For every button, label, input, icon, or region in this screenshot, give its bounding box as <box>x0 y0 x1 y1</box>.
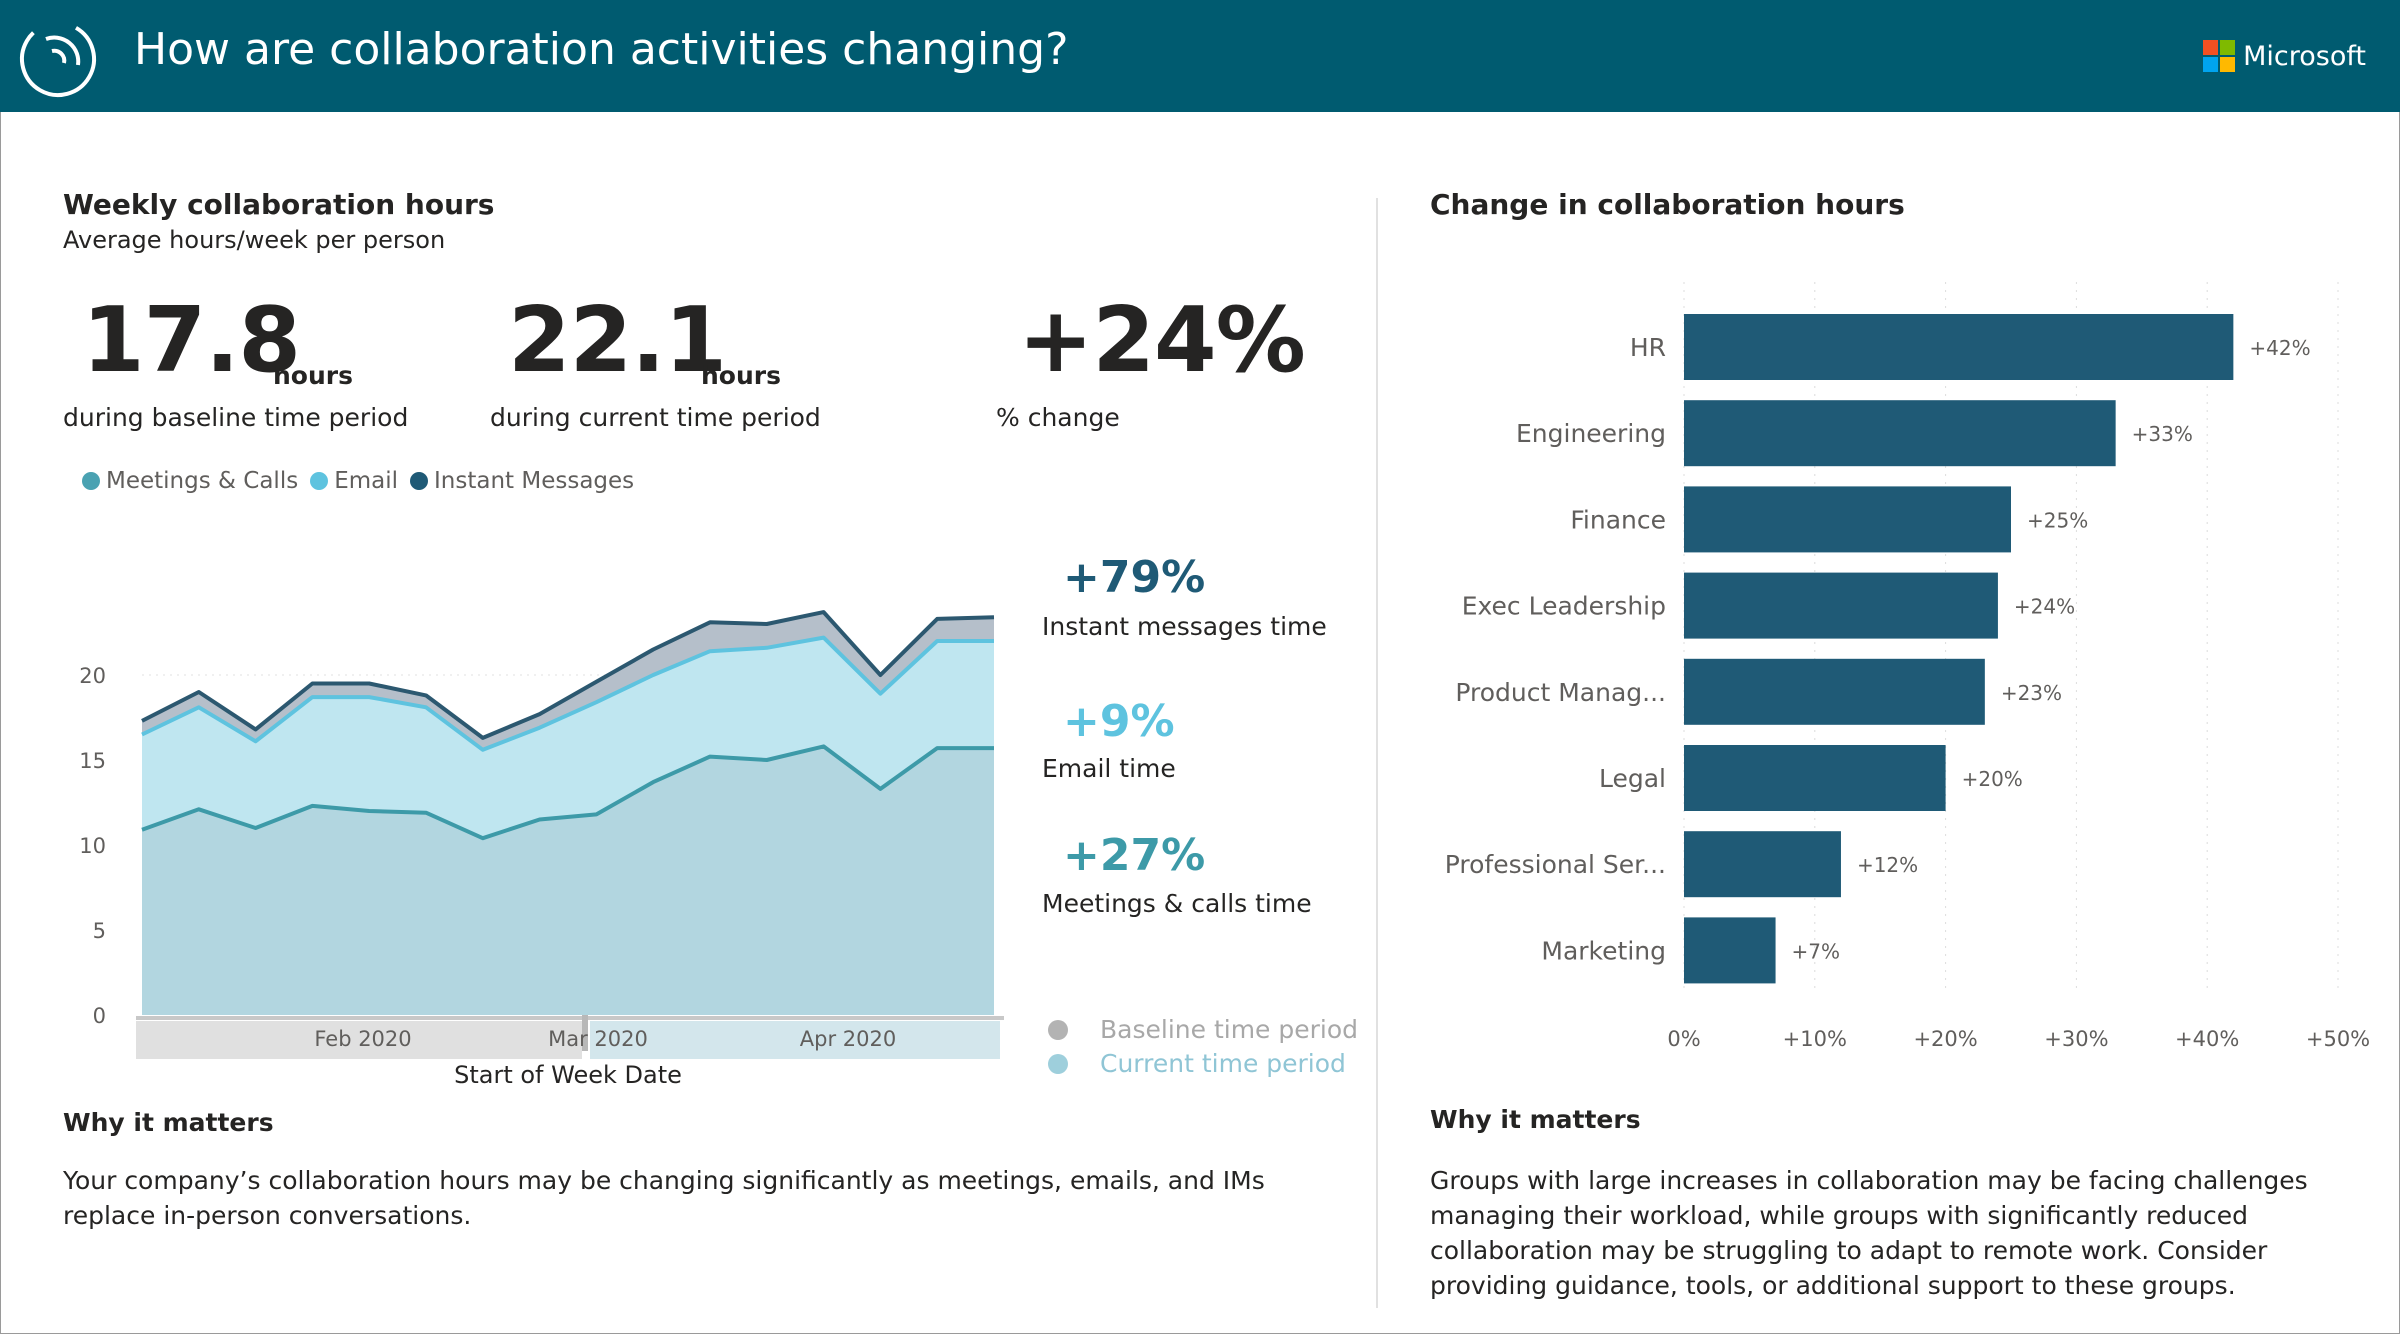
area-series-meetings[interactable] <box>142 746 994 1015</box>
current-hours-unit: hours <box>701 361 781 390</box>
line-series-im <box>141 610 995 740</box>
area-y-tick-label: 0 <box>93 1004 106 1028</box>
legend-item-im[interactable]: Instant Messages <box>406 468 634 494</box>
bar-x-tick-label: +30% <box>2044 1027 2108 1051</box>
bar-data-label: +23% <box>2001 681 2062 705</box>
microsoft-wordmark: Microsoft <box>2243 40 2366 72</box>
weekly-hours-subtitle: Average hours/week per person <box>63 226 446 254</box>
bar-x-tick-label: +50% <box>2306 1027 2370 1051</box>
bar-marketing[interactable] <box>1684 917 1776 984</box>
bar-hr[interactable] <box>1684 314 2234 380</box>
bar-x-tick-label: +40% <box>2175 1027 2239 1051</box>
baseline-period-dot-icon <box>1048 1019 1068 1040</box>
bar-data-label: +24% <box>2014 595 2075 619</box>
bar-category-label: Professional Ser... <box>1445 850 1666 879</box>
section-divider <box>1376 198 1378 1308</box>
current-hours-caption: during current time period <box>490 403 821 432</box>
change-hours-title: Change in collaboration hours <box>1430 188 1905 221</box>
baseline-period-legend: Baseline time period <box>1048 1015 1358 1044</box>
bar-data-label: +7% <box>1792 939 1841 963</box>
current-period-dot-icon <box>1048 1053 1068 1074</box>
area-x-tick-label: Apr 2020 <box>800 1027 896 1051</box>
bar-category-label: Marketing <box>1541 936 1666 965</box>
weekly-hours-area-chart[interactable]: 0 5 10 15 20 Feb 2020 Mar 2020 Apr 2020 Start of… <box>0 500 1040 1100</box>
percent-change-value: +24% <box>1018 288 1306 393</box>
legend-item-email[interactable]: Email <box>306 468 398 494</box>
baseline-hours-value: 17.8 <box>82 288 301 393</box>
change-hours-bar-chart[interactable]: 0% +10% +20% +30% +40% +50% HR +42% Engineering +… <box>1400 270 2390 1060</box>
bar-category-label: Exec Leadership <box>1462 592 1666 621</box>
bar-data-label: +25% <box>2027 508 2088 532</box>
bar-x-tick-label: 0% <box>1667 1027 1700 1051</box>
baseline-period-label: Baseline time period <box>1100 1015 1359 1044</box>
bar-category-label: Engineering <box>1516 419 1666 448</box>
legend-dot-im-icon <box>410 472 428 490</box>
bar-category-label: HR <box>1630 333 1666 362</box>
bar-data-label: +42% <box>2249 336 2310 360</box>
baseline-hours-caption: during baseline time period <box>63 403 409 432</box>
bar-category-label: Product Manag... <box>1455 678 1666 707</box>
legend-dot-email-icon <box>310 472 329 490</box>
im-change-value: +79% <box>1063 552 1206 603</box>
app-logo-icon <box>20 21 96 97</box>
area-x-axis-title: Start of Week Date <box>454 1061 682 1089</box>
weekly-hours-title: Weekly collaboration hours <box>63 188 495 221</box>
bar-data-label: +20% <box>1962 767 2023 791</box>
meetings-change-value: +27% <box>1063 830 1206 881</box>
area-y-tick-label: 15 <box>79 749 106 773</box>
bar-engineering[interactable] <box>1684 400 2116 467</box>
legend-label-im: Instant Messages <box>434 468 635 494</box>
area-y-tick-label: 5 <box>93 919 106 943</box>
legend-label-email: Email <box>334 468 398 494</box>
line-series-email <box>141 635 994 752</box>
current-period-band[interactable] <box>590 1021 1000 1059</box>
line-series-meetings <box>141 744 994 841</box>
area-y-tick-label: 20 <box>79 664 106 688</box>
bar-data-label: +33% <box>2132 422 2193 446</box>
microsoft-squares-icon <box>2203 40 2236 72</box>
legend-label-meetings: Meetings & Calls <box>106 468 299 494</box>
microsoft-logo: Microsoft <box>2203 36 2366 76</box>
im-change-label: Instant messages time <box>1042 612 1327 641</box>
right-why-text: Groups with large increases in collabora… <box>1430 1166 2308 1300</box>
left-why-title: Why it matters <box>63 1108 274 1137</box>
bar-exec-leadership[interactable] <box>1684 572 1998 639</box>
bar-data-label: +12% <box>1857 853 1918 877</box>
area-x-tick-label: Feb 2020 <box>314 1027 411 1051</box>
baseline-period-band[interactable] <box>136 1021 582 1059</box>
header-bar: How are collaboration activities changin… <box>0 0 2400 112</box>
area-y-tick-label: 10 <box>79 834 106 858</box>
area-chart-legend: Meetings & Calls Email Instant Messages <box>78 468 642 494</box>
right-why-title: Why it matters <box>1430 1105 1641 1134</box>
current-period-legend: Current time period <box>1048 1049 1346 1078</box>
bar-x-tick-label: +10% <box>1783 1027 1847 1051</box>
email-change-value: +9% <box>1063 696 1175 747</box>
meetings-change-label: Meetings & calls time <box>1042 889 1312 918</box>
current-hours-value: 22.1 <box>508 288 727 393</box>
bar-legal[interactable] <box>1684 745 1946 811</box>
bar-x-tick-label: +20% <box>1913 1027 1977 1051</box>
bar-category-label: Legal <box>1599 764 1666 793</box>
bar-product-manag[interactable] <box>1684 658 1985 725</box>
percent-change-caption: % change <box>996 403 1120 432</box>
page-title: How are collaboration activities changin… <box>134 24 1069 75</box>
current-period-label: Current time period <box>1100 1049 1346 1078</box>
legend-dot-meetings-icon <box>82 472 100 490</box>
bar-professional-ser[interactable] <box>1684 831 1841 898</box>
bar-category-label: Finance <box>1570 505 1666 534</box>
period-slider-handle[interactable] <box>582 1015 588 1051</box>
area-x-tick-label: Mar 2020 <box>548 1027 648 1051</box>
area-series-email[interactable] <box>142 637 994 839</box>
left-why-text: Your company’s collaboration hours may b… <box>63 1166 1265 1230</box>
bar-finance[interactable] <box>1684 486 2011 553</box>
baseline-hours-unit: hours <box>273 361 353 390</box>
email-change-label: Email time <box>1042 754 1176 783</box>
legend-item-meetings[interactable]: Meetings & Calls <box>78 468 298 494</box>
